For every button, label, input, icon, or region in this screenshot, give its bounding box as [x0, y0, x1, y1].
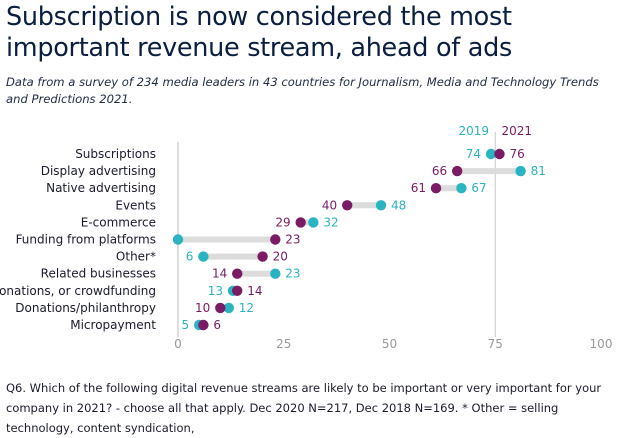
dot-2021	[232, 268, 243, 279]
dot-2021	[430, 183, 442, 194]
dot-2019	[375, 200, 387, 211]
dot-2019	[515, 165, 526, 177]
legend-2019: 2019	[458, 124, 489, 138]
value-label: 6	[213, 318, 221, 332]
x-tick-label: 100	[590, 337, 613, 351]
category-label: Donations/philanthropy	[15, 301, 156, 315]
value-label: 5	[182, 318, 190, 332]
category-label: Native advertising	[46, 181, 156, 195]
value-label: 10	[195, 301, 210, 315]
value-label: 81	[531, 164, 546, 178]
value-label: 12	[239, 301, 254, 315]
x-tick-label: 75	[488, 337, 503, 351]
dot-2021	[198, 319, 209, 331]
dot-2021	[257, 251, 268, 262]
dot-2021	[270, 234, 281, 245]
dot-2021	[451, 165, 463, 177]
value-label: 14	[212, 267, 227, 281]
dot-2019	[456, 183, 467, 194]
value-label: 23	[285, 233, 300, 247]
value-label: 76	[509, 147, 524, 161]
category-label: Funding from platforms	[16, 233, 156, 247]
value-label: 32	[323, 215, 338, 229]
category-label: Donations, or crowdfunding	[0, 284, 156, 298]
dot-2021	[342, 200, 353, 211]
value-label: 29	[275, 215, 290, 229]
category-label: Events	[115, 198, 156, 212]
x-tick-label: 25	[276, 337, 291, 351]
x-tick-label: 50	[382, 337, 397, 351]
category-label: Subscriptions	[75, 147, 156, 161]
dot-2019	[270, 268, 281, 279]
value-label: 13	[208, 284, 223, 298]
chart-subtitle: Data from a survey of 234 media leaders …	[6, 75, 599, 106]
chart-title: Subscription is now considered the most …	[6, 2, 512, 63]
dot-2019	[198, 251, 209, 262]
category-label: Micropayment	[70, 318, 156, 332]
dot-2021	[295, 217, 306, 228]
category-label: Display advertising	[41, 164, 156, 178]
dot-2019	[308, 217, 319, 228]
dot-2019	[485, 148, 497, 160]
value-label: 20	[273, 250, 288, 264]
dot-2019	[172, 234, 184, 245]
value-label: 67	[471, 181, 486, 195]
value-label: 74	[466, 147, 481, 161]
x-tick-label: 0	[174, 337, 182, 351]
chart-footnote: Q6. Which of the following digital reven…	[6, 381, 602, 435]
dot-2021	[232, 285, 243, 296]
legend-2021: 2021	[501, 124, 532, 138]
value-label: 61	[411, 181, 426, 195]
dumbbell-chart: 0 25 50 75 100 2019 2021 Subscriptions 74 76 Displ…	[0, 124, 613, 351]
value-label: 48	[391, 198, 406, 212]
category-label: Related businesses	[41, 267, 156, 281]
value-label: 66	[432, 164, 447, 178]
value-label: 40	[322, 198, 337, 212]
dot-2021	[215, 302, 226, 314]
dot-2019	[223, 302, 234, 314]
dot-2021	[494, 148, 505, 160]
category-label: Other*	[116, 250, 156, 264]
value-label: 6	[186, 250, 194, 264]
value-label: 14	[247, 284, 262, 298]
value-label: 23	[285, 267, 300, 281]
category-label: E-commerce	[81, 215, 156, 229]
